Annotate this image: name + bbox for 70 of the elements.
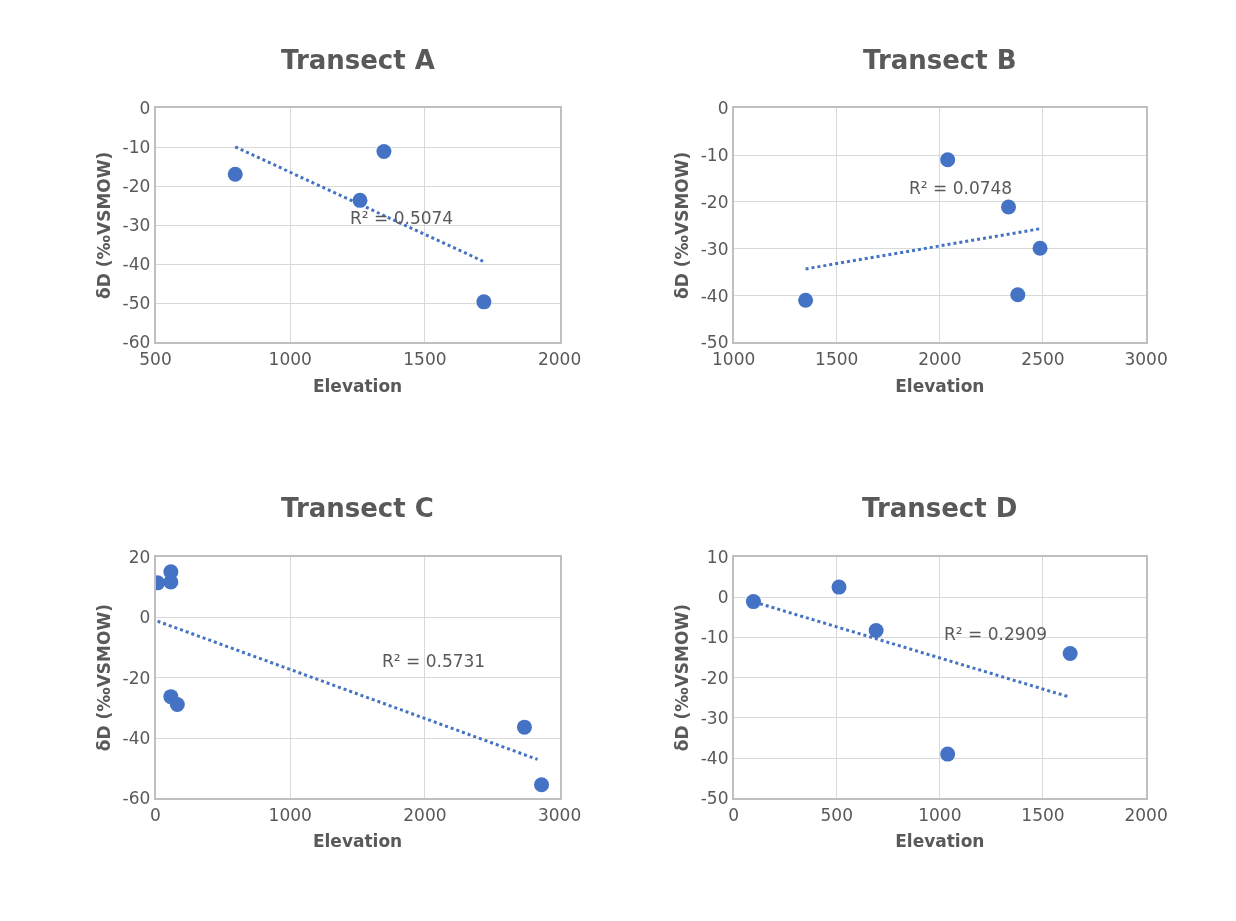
- chart-title: Transect A: [281, 45, 435, 75]
- y-tick-label: -10: [700, 627, 729, 648]
- point: [376, 144, 392, 160]
- x-tick-label: 500: [820, 804, 853, 825]
- x-axis-title: Elevation: [895, 375, 985, 396]
- y-axis-title: δD (‰VSMOW): [671, 151, 692, 299]
- y-tick-label: 0: [717, 587, 729, 608]
- x-tick-label: 1500: [403, 348, 447, 369]
- y-tick-label: -40: [700, 748, 729, 769]
- point: [163, 574, 179, 590]
- y-axis-title: δD (‰VSMOW): [671, 604, 692, 752]
- chart-title: Transect B: [863, 45, 1017, 75]
- x-tick-label: 1500: [815, 348, 859, 369]
- point: [1001, 199, 1017, 215]
- chart-title: Transect D: [862, 493, 1018, 523]
- x-tick-label: 3000: [537, 804, 582, 825]
- x-tick-label: 2000: [918, 348, 962, 369]
- point: [1010, 287, 1026, 303]
- point: [745, 594, 761, 610]
- y-tick-label: -30: [700, 707, 729, 728]
- y-tick-label: 10: [706, 546, 729, 567]
- y-tick-label: 20: [128, 546, 151, 567]
- y-tick-label: -20: [122, 176, 151, 197]
- y-tick-label: -10: [700, 145, 729, 166]
- chart-title: Transect C: [281, 493, 434, 523]
- x-tick-label: 2000: [403, 804, 447, 825]
- y-tick-label: -20: [700, 667, 729, 688]
- x-tick-label: 1500: [1021, 804, 1065, 825]
- annotation: R² = 0.5074: [350, 208, 454, 228]
- point: [868, 623, 884, 639]
- y-tick-label: -30: [122, 215, 151, 236]
- x-tick-label: 3000: [1124, 348, 1168, 369]
- x-tick-label: 1000: [918, 804, 962, 825]
- annotation: R² = 0.5731: [382, 651, 486, 671]
- point: [227, 166, 243, 182]
- annotation: R² = 0.2909: [944, 624, 1048, 644]
- y-tick-label: -30: [700, 238, 729, 259]
- y-tick-label: -50: [700, 788, 729, 809]
- y-tick-label: 0: [717, 98, 729, 119]
- y-tick-label: -60: [122, 788, 151, 809]
- point: [940, 152, 956, 168]
- y-tick-label: -40: [122, 254, 151, 275]
- point: [169, 697, 185, 712]
- y-axis-title: δD (‰VSMOW): [93, 604, 114, 752]
- x-tick-label: 1000: [268, 348, 312, 369]
- point: [1062, 646, 1078, 661]
- x-tick-label: 1000: [268, 804, 312, 825]
- y-tick-label: 0: [139, 98, 151, 119]
- y-axis-title: δD (‰VSMOW): [93, 151, 114, 299]
- point: [476, 294, 492, 310]
- point: [1032, 240, 1048, 256]
- point: [516, 719, 532, 735]
- y-tick-label: -50: [122, 293, 151, 314]
- y-tick-label: -10: [122, 137, 151, 158]
- x-axis-title: Elevation: [895, 831, 985, 852]
- y-tick-label: -20: [700, 191, 729, 212]
- y-tick-label: -40: [122, 727, 151, 748]
- y-tick-label: -40: [700, 285, 729, 306]
- point: [831, 579, 847, 595]
- x-axis-title: Elevation: [312, 375, 403, 396]
- y-tick-label: 0: [139, 607, 151, 628]
- x-tick-label: 2000: [537, 348, 582, 369]
- x-tick-label: 2500: [1021, 348, 1065, 369]
- point: [940, 746, 956, 762]
- point: [534, 777, 550, 793]
- y-tick-label: -20: [122, 667, 151, 688]
- x-axis-title: Elevation: [312, 831, 403, 852]
- x-tick-label: 2000: [1124, 804, 1168, 825]
- annotation: R² = 0.0748: [909, 178, 1013, 198]
- point: [798, 292, 814, 308]
